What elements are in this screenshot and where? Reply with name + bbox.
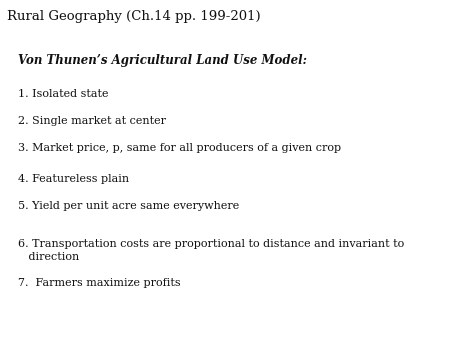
- Text: 4. Featureless plain: 4. Featureless plain: [18, 174, 129, 185]
- Text: 1. Isolated state: 1. Isolated state: [18, 89, 108, 99]
- Text: 3. Market price, p, same for all producers of a given crop: 3. Market price, p, same for all produce…: [18, 143, 341, 153]
- Text: 6. Transportation costs are proportional to distance and invariant to
   directi: 6. Transportation costs are proportional…: [18, 239, 404, 262]
- Text: 7.  Farmers maximize profits: 7. Farmers maximize profits: [18, 278, 180, 288]
- Text: 5. Yield per unit acre same everywhere: 5. Yield per unit acre same everywhere: [18, 201, 239, 212]
- Text: Von Thunen’s Agricultural Land Use Model:: Von Thunen’s Agricultural Land Use Model…: [18, 54, 307, 68]
- Text: 2. Single market at center: 2. Single market at center: [18, 116, 166, 126]
- Text: Rural Geography (Ch.14 pp. 199-201): Rural Geography (Ch.14 pp. 199-201): [7, 10, 261, 23]
